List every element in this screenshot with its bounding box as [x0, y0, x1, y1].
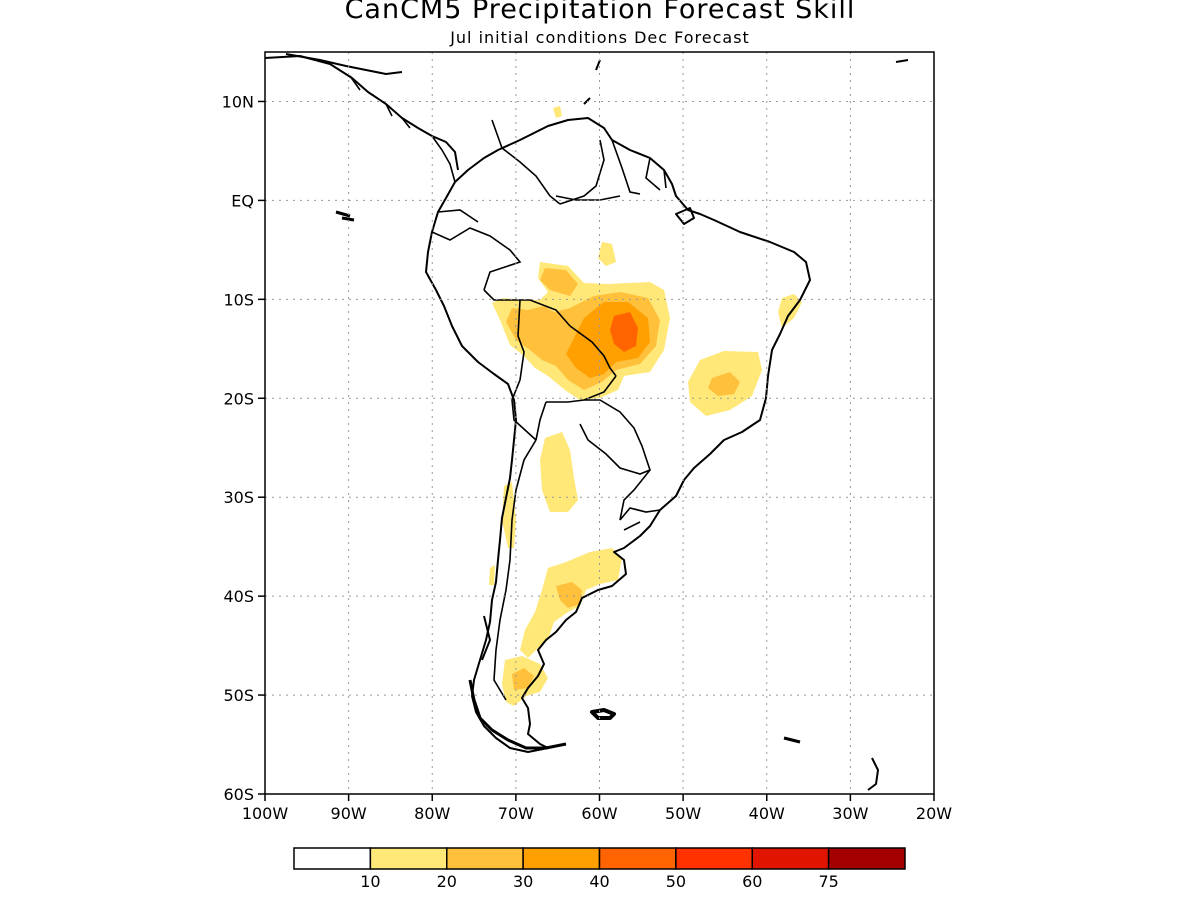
colorbar-label: 20 — [437, 872, 457, 891]
marajo — [675, 207, 695, 225]
colorbar-swatch — [751, 847, 830, 870]
lon-tick-label: 100W — [242, 804, 289, 823]
lat-tick-label: 30S — [223, 488, 254, 507]
argentina-chile-border — [493, 439, 537, 701]
country-border-layer — [349, 75, 667, 701]
skill-area-patagonia-20 — [512, 668, 534, 690]
lat-tick-label: 40S — [223, 587, 254, 606]
skill-area-east-brazil-20 — [708, 372, 740, 396]
skill-area-chaco — [540, 432, 578, 512]
colorbar-swatch — [598, 847, 677, 870]
panama-colombia — [431, 135, 456, 183]
colorbar: 10 20 30 40 50 60 75 — [293, 847, 906, 891]
lat-tick-label: 10N — [222, 92, 254, 111]
lon-tick-label: 70W — [498, 804, 534, 823]
colorbar-swatch — [522, 847, 601, 870]
atlantic-islet — [895, 59, 909, 63]
colombia-peru-border — [431, 227, 522, 291]
map-gridlines — [265, 52, 934, 794]
skill-area-pampas-20 — [556, 582, 582, 608]
lon-tick-label: 60W — [581, 804, 617, 823]
lat-tick-label: 60S — [223, 785, 254, 804]
colorbar-swatch — [369, 847, 448, 870]
coastline-layer — [265, 53, 909, 791]
skill-area-amazon-20b — [540, 268, 578, 296]
paraguay-border — [579, 399, 651, 475]
central-america-borders — [349, 75, 411, 129]
peru-bolivia-border — [517, 299, 525, 381]
galapagos — [335, 210, 355, 222]
colorbar-label: 10 — [360, 872, 380, 891]
falkland-islands — [590, 708, 616, 720]
colorbar-swatch — [293, 847, 372, 870]
trinidad — [583, 59, 601, 105]
lat-tick-label: 20S — [223, 389, 254, 408]
argentina-brazil-border — [619, 469, 651, 521]
colorbar-swatch — [827, 847, 906, 870]
colorbar-swatch — [675, 847, 753, 870]
bolivia-brazil-border — [569, 325, 617, 377]
lon-tick-label: 50W — [665, 804, 701, 823]
south-georgia — [783, 736, 801, 744]
bolivia-south-border — [535, 401, 547, 441]
skill-area-venezuela — [553, 106, 562, 118]
colorbar-label: 40 — [589, 872, 609, 891]
map-title: CanCM5 Precipitation Forecast Skill — [344, 0, 856, 25]
lon-tick-label: 40W — [749, 804, 785, 823]
skill-area-amazon-40 — [610, 312, 638, 352]
lon-tick-label: 30W — [832, 804, 868, 823]
venezuela-guyana-border — [559, 139, 605, 205]
colorbar-swatch — [446, 847, 524, 870]
ecuador-border — [437, 209, 479, 223]
lon-tick-label: 90W — [331, 804, 367, 823]
lat-tick-label: 50S — [223, 686, 254, 705]
lat-tick-label: 10S — [223, 290, 254, 309]
skill-shading-layer — [489, 106, 802, 706]
brazil-venezuela-border — [555, 195, 621, 201]
central-america-coastline — [265, 55, 459, 171]
colorbar-label: 75 — [818, 872, 838, 891]
lon-tick-label: 80W — [414, 804, 450, 823]
map-subtitle: Jul initial conditions Dec Forecast — [450, 28, 750, 47]
south-atlantic-island — [867, 757, 879, 791]
skill-area-chile — [502, 482, 516, 548]
skill-area-northeast-coast — [778, 294, 802, 328]
south-america-coastline — [425, 117, 811, 753]
colorbar-label: 60 — [742, 872, 762, 891]
colorbar-label: 50 — [666, 872, 686, 891]
skill-area-chile-south — [489, 565, 495, 585]
tierra-del-fuego — [468, 679, 567, 750]
uruguay-border — [619, 507, 661, 531]
skill-area-small-amazon — [598, 242, 616, 266]
chiloe — [481, 615, 491, 661]
colombia-venezuela-border — [491, 119, 561, 205]
colorbar-label: 30 — [513, 872, 533, 891]
caribbean-coastline — [285, 53, 403, 75]
guianas-borders — [611, 139, 667, 195]
lon-tick-label: 20W — [916, 804, 952, 823]
lat-tick-label: EQ — [231, 191, 254, 210]
